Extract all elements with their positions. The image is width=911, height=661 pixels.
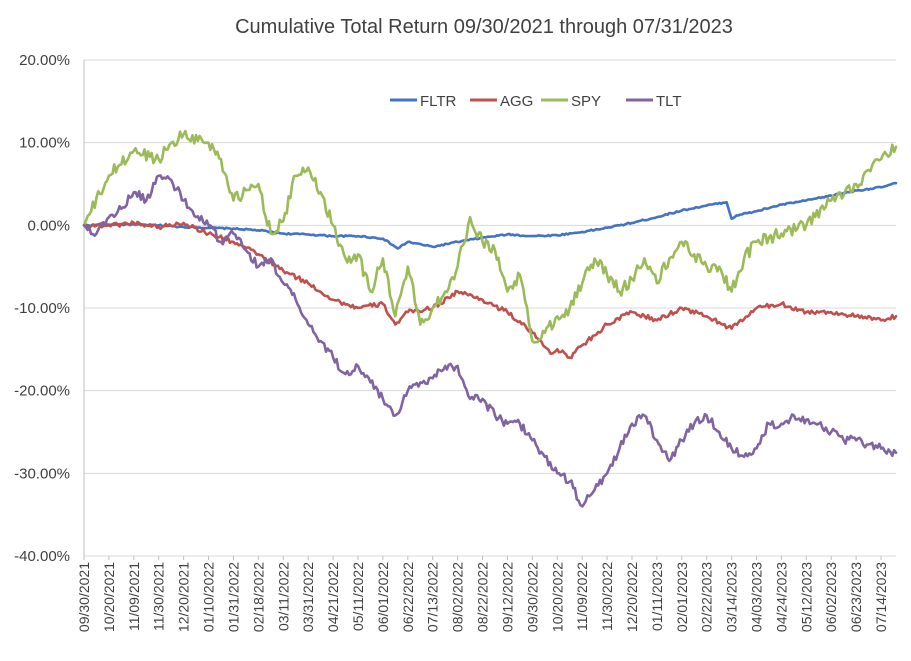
y-tick-label: 20.00% (19, 52, 70, 69)
x-axis-tick-labels: 09/30/2021 10/20/2021 11/09/2021 11/30/2021… (76, 556, 889, 632)
x-tick-label: 04/03/2023 (749, 562, 765, 632)
series-line-tlt (82, 174, 898, 508)
x-tick-label: 03/31/2022 (300, 562, 316, 632)
x-tick-label: 02/18/2022 (250, 562, 266, 632)
y-tick-label: -10.00% (14, 300, 70, 317)
x-tick-label: 06/01/2022 (375, 562, 391, 632)
x-tick-label: 07/14/2023 (873, 562, 889, 632)
x-tick-label: 11/09/2021 (126, 562, 142, 631)
legend: FLTR AGG SPY TLT (390, 93, 682, 110)
y-axis-tick-labels: 20.00% 10.00% 0.00% -10.00% -20.00% -30.00% -4… (14, 52, 70, 565)
x-tick-label: 05/11/2022 (350, 562, 366, 631)
x-tick-label: 09/12/2022 (499, 562, 515, 632)
series-line-agg (82, 220, 898, 360)
x-tick-label: 06/02/2023 (823, 562, 839, 632)
legend-label-tlt: TLT (656, 93, 682, 110)
x-tick-label: 04/24/2023 (773, 562, 789, 632)
x-tick-label: 01/11/2023 (649, 562, 665, 631)
x-tick-label: 10/20/2022 (549, 562, 565, 632)
x-tick-label: 10/20/2021 (101, 562, 117, 632)
x-tick-label: 03/14/2023 (724, 562, 740, 632)
x-tick-label: 06/23/2023 (848, 562, 864, 632)
x-tick-label: 12/20/2022 (624, 562, 640, 632)
x-tick-label: 11/09/2022 (574, 562, 590, 631)
y-tick-label: -20.00% (14, 383, 70, 400)
x-tick-label: 11/30/2021 (151, 562, 167, 631)
chart-title: Cumulative Total Return 09/30/2021 throu… (235, 16, 733, 38)
series-lines (82, 129, 898, 508)
x-tick-label: 01/10/2022 (201, 562, 217, 632)
x-tick-label: 08/02/2022 (450, 562, 466, 632)
series-line-spy (82, 129, 898, 344)
y-tick-label: -40.00% (14, 548, 70, 565)
x-tick-label: 09/30/2021 (76, 562, 92, 632)
x-tick-label: 08/22/2022 (475, 562, 491, 632)
legend-label-agg: AGG (500, 93, 533, 110)
x-tick-label: 12/20/2021 (176, 562, 192, 632)
legend-label-spy: SPY (571, 93, 601, 110)
y-tick-label: -30.00% (14, 465, 70, 482)
x-tick-label: 09/30/2022 (524, 562, 540, 632)
x-tick-label: 04/21/2022 (325, 562, 341, 632)
y-tick-label: 0.00% (27, 217, 70, 234)
gridlines (83, 59, 896, 557)
series-line-fltr (82, 181, 898, 250)
x-tick-label: 06/22/2022 (400, 562, 416, 632)
y-tick-label: 10.00% (19, 135, 70, 152)
x-tick-label: 01/31/2022 (225, 562, 241, 632)
x-tick-label: 02/01/2023 (674, 562, 690, 632)
x-tick-label: 02/22/2023 (699, 562, 715, 632)
legend-label-fltr: FLTR (420, 93, 457, 110)
x-tick-label: 05/12/2023 (798, 562, 814, 632)
x-tick-label: 07/13/2022 (425, 562, 441, 632)
x-tick-label: 11/30/2022 (599, 562, 615, 631)
x-tick-label: 03/11/2022 (275, 562, 291, 631)
